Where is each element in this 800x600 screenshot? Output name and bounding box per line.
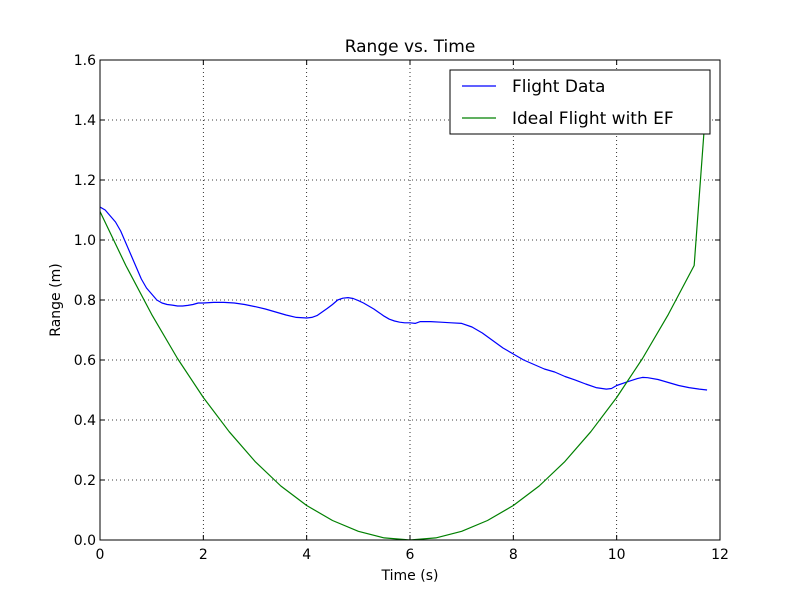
x-axis-label: Time (s) <box>381 568 439 584</box>
x-tick-label: 12 <box>711 547 729 563</box>
legend-box <box>449 69 711 135</box>
series-line-ideal-flight-with-ef <box>100 89 708 540</box>
y-tick-label: 1.4 <box>74 113 96 129</box>
y-tick-label: 1.6 <box>74 53 96 69</box>
y-tick-label: 0.0 <box>74 533 96 549</box>
y-axis-label: Range (m) <box>48 263 64 336</box>
chart-title: Range vs. Time <box>345 37 476 57</box>
y-tick-label: 1.2 <box>74 173 96 189</box>
x-tick-label: 10 <box>608 547 626 563</box>
legend-label-flight-data: Flight Data <box>512 77 605 97</box>
y-tick-label: 0.6 <box>74 353 96 369</box>
legend: Flight Data Ideal Flight with EF <box>449 69 711 135</box>
x-tick-label: 0 <box>96 547 105 563</box>
legend-label-ideal-flight: Ideal Flight with EF <box>512 109 674 129</box>
y-tick-label: 1.0 <box>74 233 96 249</box>
x-tick-label: 8 <box>509 547 518 563</box>
y-tick-label: 0.4 <box>74 413 96 429</box>
axis-ticks: 0 2 4 6 8 10 12 0.0 0.2 0.4 0.6 0.8 1.0 1.2 1.4 1.6 <box>74 53 729 563</box>
series-lines <box>100 89 708 540</box>
x-tick-label: 6 <box>406 547 415 563</box>
y-tick-label: 0.8 <box>74 293 96 309</box>
x-tick-label: 4 <box>302 547 311 563</box>
y-tick-label: 0.2 <box>74 473 96 489</box>
series-line-flight-data <box>100 206 708 391</box>
x-tick-label: 2 <box>199 547 208 563</box>
